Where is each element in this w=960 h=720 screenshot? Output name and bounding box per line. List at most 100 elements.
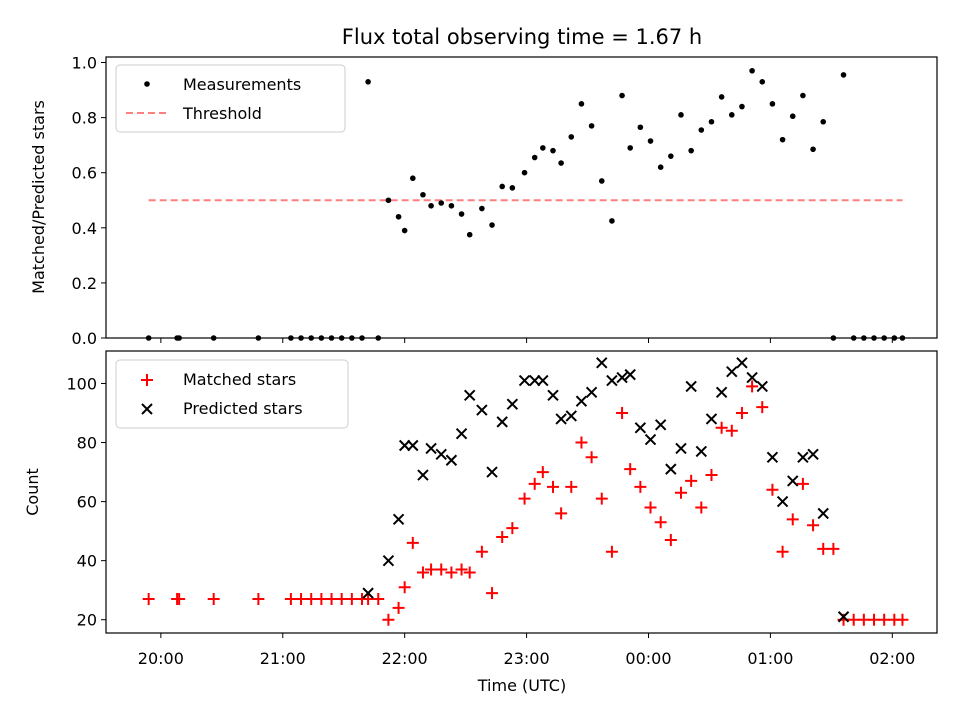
measurement-point xyxy=(708,118,715,125)
measurement-point xyxy=(540,145,546,151)
matched-star-point xyxy=(796,477,809,490)
measurement-point xyxy=(718,94,725,100)
predicted-star-point xyxy=(565,410,577,422)
bottom-axes-frame xyxy=(105,350,938,634)
chart-title: Flux total observing time = 1.67 h xyxy=(342,25,702,49)
predicted-star-point xyxy=(715,386,728,399)
matched-star-point xyxy=(518,492,531,505)
matched-star-point xyxy=(435,563,448,576)
bottom-x-ticks: 20:00 21:00 22:00 23:00 00:00 01:00 02:00 xyxy=(138,633,915,668)
matched-star-point xyxy=(475,545,488,558)
matched-star-point xyxy=(284,593,297,606)
measurement-point xyxy=(448,202,455,209)
matched-star-point xyxy=(528,477,541,490)
matched-star-point xyxy=(827,542,840,555)
predicted-star-point xyxy=(445,454,458,466)
matched-star-point xyxy=(817,542,830,555)
matched-star-point xyxy=(575,436,588,449)
matched-star-point xyxy=(664,533,677,546)
measurement-point xyxy=(428,202,434,209)
predicted-star-point xyxy=(518,374,531,387)
predicted-star-point xyxy=(654,419,667,431)
predicted-star-point xyxy=(537,374,549,387)
measurement-point xyxy=(840,72,847,78)
measurement-point xyxy=(619,92,625,99)
measurement-point xyxy=(668,153,674,159)
bottom-y-ticks: 20 40 60 80 100 xyxy=(66,374,106,630)
measurement-point xyxy=(588,123,595,129)
bottom-legend-box xyxy=(115,359,349,429)
matched-star-point xyxy=(624,463,637,476)
measurement-point xyxy=(779,136,786,143)
measurement-point xyxy=(688,147,694,154)
top-y-tick-label: 1.0 xyxy=(72,54,97,73)
matched-star-point xyxy=(715,421,728,434)
predicted-star-point xyxy=(417,469,429,481)
measurement-point xyxy=(698,127,705,133)
measurement-point xyxy=(657,164,664,170)
predicted-star-point xyxy=(555,413,567,425)
predicted-star-point xyxy=(392,513,405,526)
matched-star-point xyxy=(616,407,629,420)
predicted-star-point xyxy=(665,463,677,475)
predicted-star-point xyxy=(596,357,608,369)
measurement-point xyxy=(769,101,776,107)
predicted-star-point xyxy=(506,398,519,410)
matched-star-point xyxy=(455,563,468,576)
legend-predicted-label: Predicted stars xyxy=(183,399,303,418)
matched-star-point xyxy=(425,563,438,576)
predicted-star-point xyxy=(685,380,697,393)
top-y-axis-label: Matched/Predicted stars xyxy=(29,100,48,294)
matched-star-point xyxy=(486,587,499,600)
matched-star-point xyxy=(445,566,458,579)
legend-predicted-marker xyxy=(141,403,153,415)
bottom-y-tick-label: 100 xyxy=(66,374,97,393)
predicted-star-point xyxy=(726,365,738,378)
measurement-point xyxy=(820,118,827,125)
measurement-point xyxy=(739,103,745,110)
measurement-point xyxy=(749,67,755,74)
measurement-point xyxy=(531,154,538,161)
measurement-point xyxy=(627,145,634,151)
predicted-star-point xyxy=(756,380,768,393)
top-y-tick-label: 0.6 xyxy=(72,164,97,183)
matched-star-point xyxy=(496,531,509,544)
matched-star-point xyxy=(252,593,265,606)
predicted-star-point xyxy=(705,413,718,425)
matched-star-point xyxy=(634,480,647,493)
predicted-star-point xyxy=(675,442,687,455)
matched-star-point xyxy=(896,613,909,626)
predicted-star-point xyxy=(766,451,779,464)
matched-star-point xyxy=(406,536,419,549)
measurement-point xyxy=(438,200,445,206)
bottom-x-tick-label: 23:00 xyxy=(504,649,550,668)
predicted-star-point xyxy=(634,422,647,434)
measurement-point xyxy=(759,78,766,85)
predicted-star-point xyxy=(606,374,618,387)
measurement-point xyxy=(458,211,465,217)
predicted-star-point xyxy=(486,466,498,478)
legend-measurements-label: Measurements xyxy=(183,75,301,94)
legend-measurements-marker xyxy=(144,81,150,87)
predicted-star-point xyxy=(776,495,789,508)
bottom-panel: 20 40 60 80 100 20:00 21:00 22:00 23:00 00:00 01:… xyxy=(23,350,938,695)
matched-star-point xyxy=(786,513,799,526)
predicted-star-point xyxy=(837,611,850,623)
predicted-star-point xyxy=(787,475,799,487)
predicted-star-point xyxy=(528,374,541,387)
top-y-tick-label: 0.2 xyxy=(72,274,97,293)
measurement-point xyxy=(401,227,408,234)
matched-star-point xyxy=(878,613,891,626)
top-legend-box xyxy=(115,64,346,133)
predicted-star-point xyxy=(817,507,829,520)
matched-star-point xyxy=(644,501,657,514)
matched-star-point xyxy=(382,613,395,626)
measurement-point xyxy=(385,197,392,204)
top-axes-frame xyxy=(105,56,938,339)
measurement-point xyxy=(466,231,473,238)
matched-star-point xyxy=(173,593,186,606)
predicted-star-point xyxy=(616,371,628,384)
matched-star-point xyxy=(142,593,155,606)
matched-star-point xyxy=(295,593,308,606)
